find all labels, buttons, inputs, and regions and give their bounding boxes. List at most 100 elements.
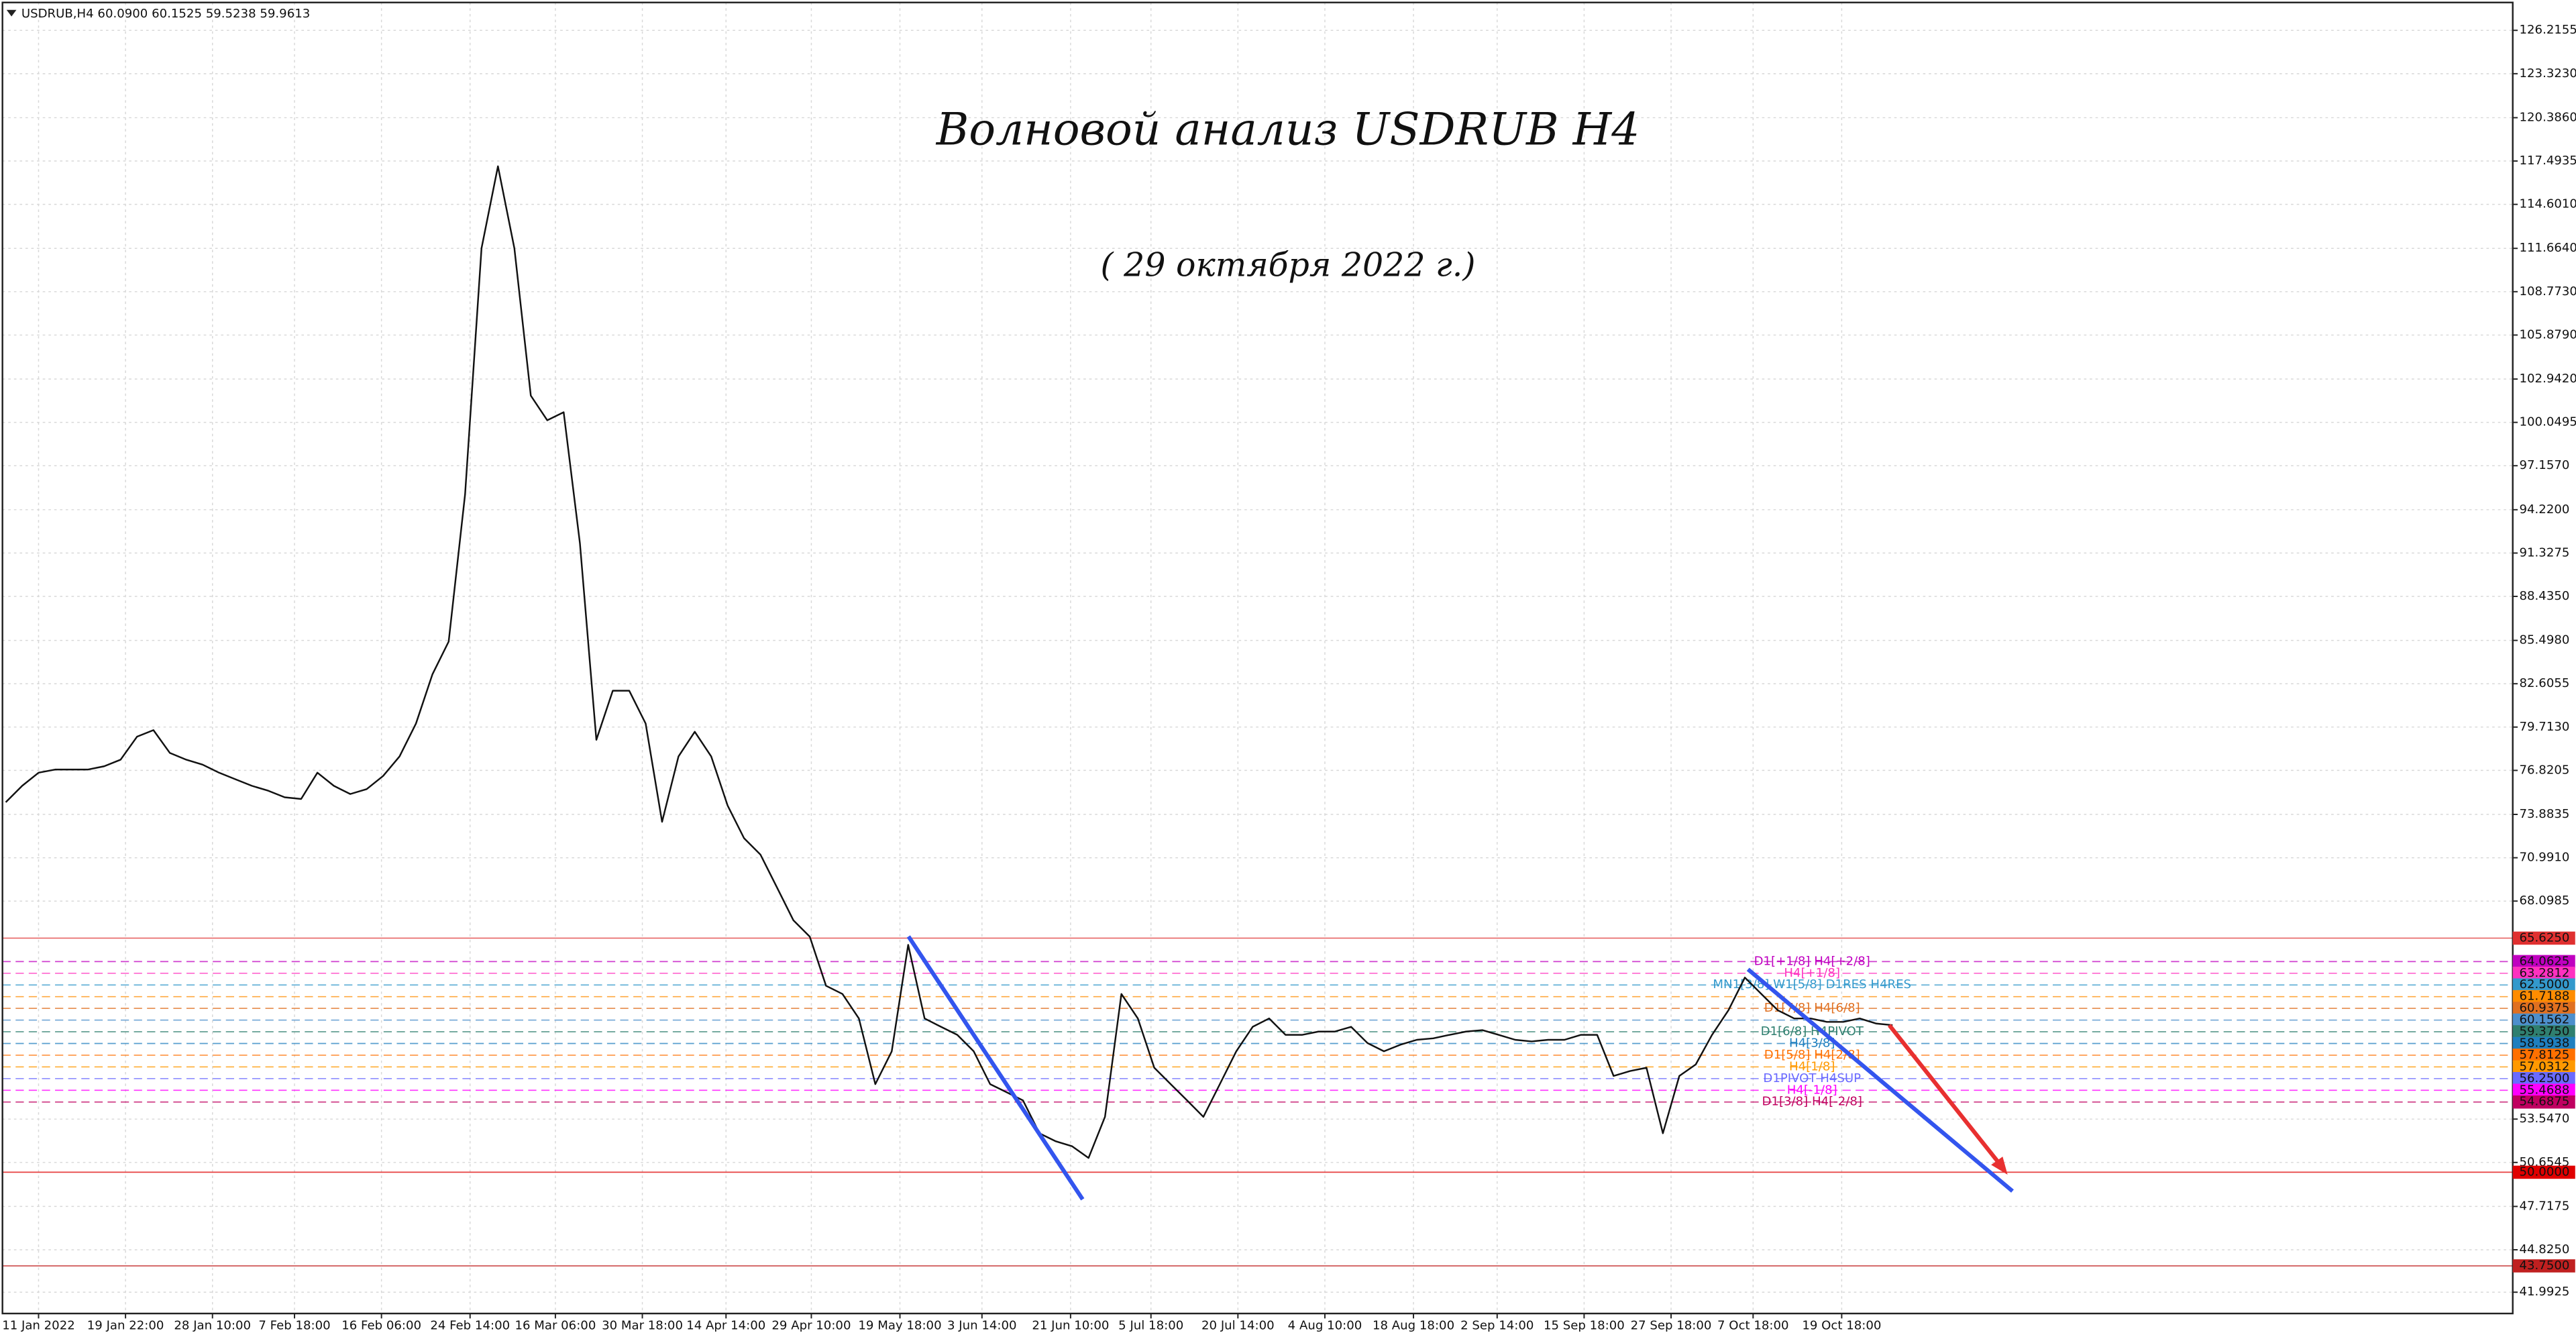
level-price-label: 57.8125: [2520, 1048, 2570, 1062]
level-price-box: [2512, 1002, 2575, 1015]
levels: D1[+1/8] H4[+2/8]H4[+1/8]MN1[3/8] W1[5/8…: [2, 937, 2513, 1267]
level-note: MN1[3/8] W1[5/8] D1RES H4RES: [1713, 977, 1911, 992]
x-tick-label: 30 Mar 18:00: [602, 1318, 683, 1332]
y-tick-label: 53.5470: [2520, 1112, 2570, 1126]
level-price-box: [2512, 1095, 2575, 1109]
chart-subtitle: ( 29 октября 2022 г.): [1101, 246, 1476, 284]
y-tick-label: 126.2155: [2520, 23, 2576, 37]
level-price-label: 65.6250: [2520, 930, 2570, 945]
y-tick-label: 94.2200: [2520, 502, 2570, 517]
y-tick-label: 91.3275: [2520, 545, 2570, 559]
level-note: D1[+1/8] H4[+2/8]: [1754, 954, 1870, 968]
y-tick-label: 105.8790: [2520, 327, 2576, 341]
level-note: D1PIVOT H4SUP: [1763, 1071, 1861, 1085]
level-price-box: [2512, 1259, 2575, 1273]
level-price-box: [2512, 1060, 2575, 1074]
x-tick-label: 19 Oct 18:00: [1802, 1318, 1881, 1332]
series: [5, 165, 1893, 1159]
level-price-label: 54.6875: [2520, 1095, 2570, 1109]
level-price-box: [2512, 1165, 2575, 1179]
level-note: D1[6/8] H4PIVOT: [1761, 1024, 1864, 1038]
symbol-header: USDRUB,H4 60.0900 60.1525 59.5238 59.961…: [21, 7, 310, 21]
level-price-box: [2512, 1036, 2575, 1051]
x-tick-label: 7 Feb 18:00: [258, 1318, 330, 1332]
x-tick-label: 2 Sep 14:00: [1460, 1318, 1534, 1332]
plot-frame: [1, 1, 2514, 1315]
x-tick-label: 19 May 18:00: [858, 1318, 941, 1332]
level-price-box: [2512, 978, 2575, 992]
level-price-box: [2512, 967, 2575, 980]
x-tick-label: 18 Aug 18:00: [1373, 1318, 1454, 1332]
x-tick-label: 19 Jan 22:00: [87, 1318, 164, 1332]
grid: [2, 2, 2513, 1314]
x-tick-label: 24 Feb 14:00: [430, 1318, 510, 1332]
y-tick-label: 70.9910: [2520, 851, 2570, 865]
y-tick-label: 108.7730: [2520, 284, 2576, 299]
x-tick-label: 14 Apr 14:00: [686, 1318, 765, 1332]
level-price-box: [2512, 1083, 2575, 1097]
level-price-label: 64.0625: [2520, 954, 2570, 968]
level-price-box: [2512, 1013, 2575, 1027]
trend-line: [906, 935, 1085, 1201]
y-tick-label: 117.4935: [2520, 154, 2576, 168]
level-price-box: [2512, 1025, 2575, 1038]
level-price-box: [2512, 931, 2575, 945]
price-line: [5, 165, 1893, 1159]
y-tick-label: 123.3230: [2520, 66, 2576, 81]
x-tick-label: 11 Jan 2022: [2, 1318, 75, 1332]
y-tick-label: 73.8835: [2520, 807, 2570, 821]
y-tick-label: 97.1570: [2520, 458, 2570, 472]
forecast-arrow: [1887, 1024, 2006, 1171]
chart-title: Волновой анализ USDRUB H4: [936, 104, 1640, 156]
level-price-label: 43.7500: [2520, 1258, 2570, 1273]
level-price-label: 56.2500: [2520, 1071, 2570, 1085]
arrow-head: [1991, 1157, 2008, 1175]
level-note: D1[5/8] H4[2/8]: [1764, 1048, 1860, 1062]
menu-icon[interactable]: [6, 9, 17, 17]
y-tick-label: 102.9420: [2520, 372, 2576, 386]
level-price-label: 60.1562: [2520, 1013, 2570, 1027]
y-tick-label: 120.3860: [2520, 110, 2576, 124]
level-note: H4[-1/8]: [1787, 1083, 1837, 1097]
level-price-box: [2512, 955, 2575, 969]
level-price-label: 63.2812: [2520, 966, 2570, 980]
y-tick-label: 50.6545: [2520, 1155, 2570, 1169]
level-note: D1[7/8] H4[6/8]: [1764, 1001, 1860, 1015]
level-note: H4[+1/8]: [1784, 966, 1840, 980]
y-tick-label: 76.8205: [2520, 763, 2570, 777]
y-tick-label: 100.0495: [2520, 415, 2576, 429]
level-price-label: 60.9375: [2520, 1001, 2570, 1015]
level-price-label: 62.5000: [2520, 977, 2570, 992]
y-tick-label: 68.0985: [2520, 894, 2570, 908]
y-tick-label: 47.7175: [2520, 1199, 2570, 1213]
level-price-box: [2512, 989, 2575, 1004]
level-price-label: 58.5938: [2520, 1036, 2570, 1050]
x-tick-label: 7 Oct 18:00: [1717, 1318, 1789, 1332]
level-price-label: 59.3750: [2520, 1024, 2570, 1038]
level-price-label: 61.7188: [2520, 989, 2570, 1004]
level-price-label: 57.0312: [2520, 1059, 2570, 1073]
axes: 126.2155 123.3230 120.3860 117.4935 114.6010…: [2, 23, 2576, 1332]
y-tick-label: 82.6055: [2520, 676, 2570, 690]
x-tick-label: 15 Sep 18:00: [1544, 1318, 1625, 1332]
x-tick-label: 3 Jun 14:00: [947, 1318, 1017, 1332]
level-note: H4[3/8]: [1789, 1036, 1835, 1050]
y-tick-label: 44.8250: [2520, 1242, 2570, 1256]
x-tick-label: 27 Sep 18:00: [1631, 1318, 1712, 1332]
x-tick-label: 16 Feb 06:00: [341, 1318, 421, 1332]
y-tick-label: 114.6010: [2520, 197, 2576, 211]
x-tick-label: 21 Jun 10:00: [1032, 1318, 1109, 1332]
level-note: D1[3/8] H4[-2/8]: [1762, 1095, 1862, 1109]
level-price-label: 50.0000: [2520, 1165, 2570, 1179]
x-tick-label: 5 Jul 18:00: [1118, 1318, 1183, 1332]
y-tick-label: 41.9925: [2520, 1285, 2570, 1299]
x-tick-label: 29 Apr 10:00: [771, 1318, 851, 1332]
y-tick-label: 85.4980: [2520, 633, 2570, 647]
level-note: H4[1/8]: [1789, 1059, 1835, 1073]
level-price-label: 55.4688: [2520, 1083, 2570, 1097]
y-tick-label: 88.4350: [2520, 589, 2570, 603]
level-price-box: [2512, 1072, 2575, 1085]
